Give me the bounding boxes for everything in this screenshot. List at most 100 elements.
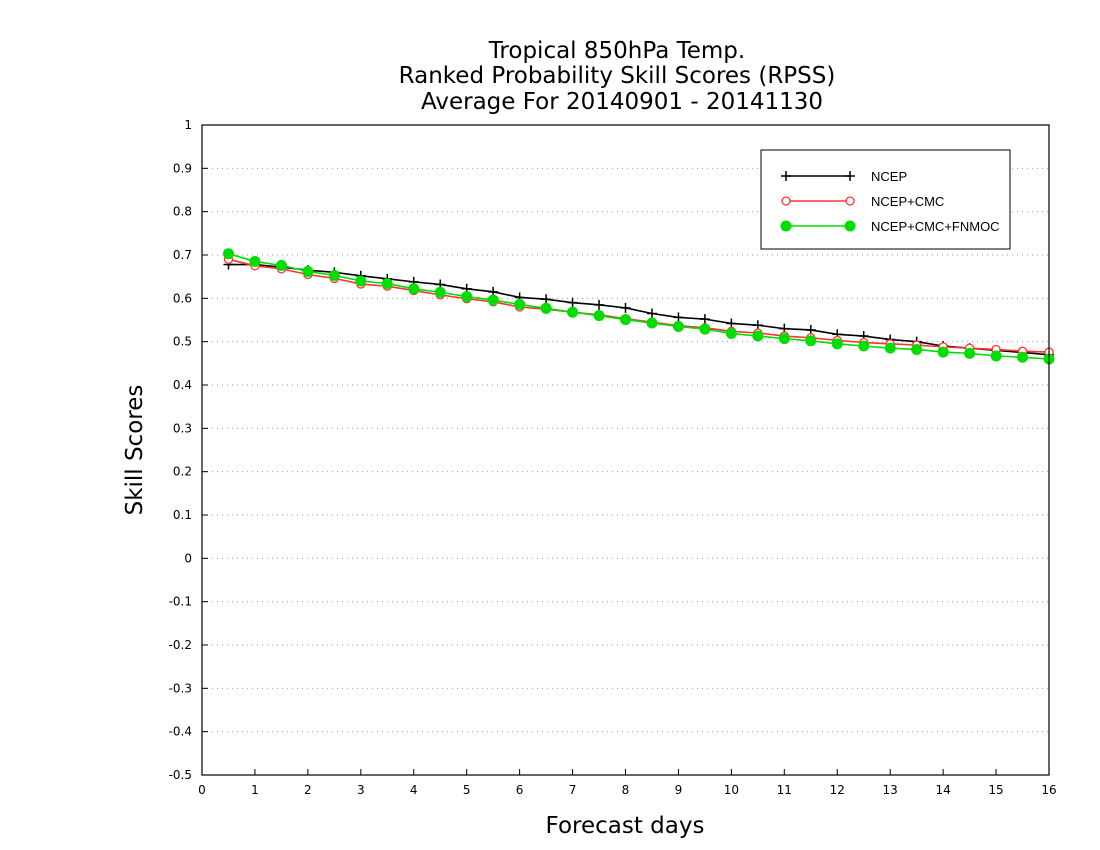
y-tick-label: -0.5 xyxy=(169,768,192,782)
plot-series xyxy=(222,248,1055,365)
data-point xyxy=(355,275,367,287)
data-point xyxy=(725,327,737,339)
data-point xyxy=(752,330,764,342)
series-line xyxy=(228,258,1050,353)
data-point xyxy=(646,317,658,329)
x-tick-label: 6 xyxy=(516,783,524,797)
x-tick-label: 15 xyxy=(988,783,1003,797)
y-tick-label: 0.2 xyxy=(173,465,192,479)
series-line xyxy=(228,263,1050,356)
legend-box xyxy=(760,149,1011,250)
data-point xyxy=(541,294,552,305)
series-2 xyxy=(223,254,1054,357)
legend-label: NCEP+CMC xyxy=(871,194,944,209)
data-point xyxy=(911,343,923,355)
data-point xyxy=(831,338,843,350)
data-point xyxy=(540,302,552,314)
data-point xyxy=(646,308,657,319)
data-point xyxy=(487,294,499,306)
y-axis-ticks: -0.5 -0.4 -0.3 -0.2 -0.1 0 0.1 0.2 0.3 0.4 0.5 0.6 0… xyxy=(169,118,208,782)
y-tick-label: 0.7 xyxy=(173,248,192,262)
x-tick-label: 7 xyxy=(569,783,577,797)
legend-marker xyxy=(845,196,855,206)
x-tick-label: 1 xyxy=(251,783,259,797)
data-point xyxy=(408,283,420,295)
y-tick-label: 0.9 xyxy=(173,161,192,175)
y-tick-label: 0 xyxy=(184,551,192,565)
data-point xyxy=(593,310,605,322)
legend-marker xyxy=(781,196,791,206)
data-point xyxy=(858,340,870,352)
title-line-3: Average For 20140901 - 20141130 xyxy=(421,89,823,115)
data-point xyxy=(990,350,1002,362)
legend-item: NCEP xyxy=(781,169,907,184)
data-point xyxy=(461,291,473,303)
y-tick-label: -0.4 xyxy=(169,725,192,739)
data-point xyxy=(1017,351,1029,363)
data-point xyxy=(884,342,896,354)
data-point xyxy=(620,314,631,326)
x-tick-label: 4 xyxy=(410,783,418,797)
series-1 xyxy=(223,259,1054,360)
data-point xyxy=(249,256,261,267)
x-tick-label: 0 xyxy=(198,783,206,797)
legend-item: NCEP+CMC xyxy=(781,194,944,209)
data-point xyxy=(514,298,526,310)
data-point xyxy=(567,306,579,318)
legend-item: NCEP+CMC+FNMOC xyxy=(780,219,1000,234)
data-point xyxy=(594,299,605,310)
data-point xyxy=(302,265,314,277)
legend-marker xyxy=(781,171,791,181)
legend-marker xyxy=(780,220,792,232)
data-point xyxy=(620,302,631,313)
legend: NCEP NCEP+CMC NCEP+CMC+FNMOC xyxy=(760,149,1011,250)
legend-label: NCEP xyxy=(871,169,907,184)
y-tick-label: 0.4 xyxy=(173,378,192,392)
x-axis-ticks: 0 1 2 3 4 5 6 7 8 9 10 11 12 13 14 15 16 xyxy=(198,769,1057,797)
chart-title: Tropical 850hPa Temp. Ranked Probability… xyxy=(399,38,836,115)
x-tick-label: 10 xyxy=(724,783,739,797)
y-tick-label: 0.8 xyxy=(173,205,192,219)
x-tick-label: 12 xyxy=(830,783,845,797)
y-tick-label: 1 xyxy=(184,118,192,132)
title-line-1: Tropical 850hPa Temp. xyxy=(488,38,745,64)
data-point xyxy=(567,297,578,308)
y-tick-label: -0.2 xyxy=(169,638,192,652)
x-tick-label: 2 xyxy=(304,783,312,797)
x-tick-label: 14 xyxy=(935,783,950,797)
y-tick-label: 0.5 xyxy=(173,335,192,349)
plot-frame xyxy=(201,124,1050,776)
data-point xyxy=(699,323,711,335)
data-point xyxy=(328,269,340,281)
data-point xyxy=(673,312,684,323)
title-line-2: Ranked Probability Skill Scores (RPSS) xyxy=(399,63,836,89)
data-point xyxy=(672,321,684,332)
data-point xyxy=(222,248,234,260)
y-tick-label: 0.6 xyxy=(173,291,192,305)
data-point xyxy=(699,314,710,325)
x-tick-label: 16 xyxy=(1041,783,1056,797)
data-point xyxy=(805,335,817,347)
x-axis-label: Forecast days xyxy=(546,813,705,839)
y-tick-label: 0.3 xyxy=(173,421,192,435)
data-point xyxy=(275,259,287,271)
x-tick-label: 3 xyxy=(357,783,365,797)
data-point xyxy=(381,278,393,290)
data-point xyxy=(964,347,976,359)
series-3 xyxy=(222,248,1055,365)
legend-label: NCEP+CMC+FNMOC xyxy=(871,219,1000,234)
x-tick-label: 11 xyxy=(777,783,792,797)
legend-marker xyxy=(844,220,856,232)
data-point xyxy=(434,286,446,298)
y-tick-label: -0.3 xyxy=(169,681,192,695)
y-tick-label: -0.1 xyxy=(169,595,192,609)
x-tick-label: 5 xyxy=(463,783,471,797)
y-tick-label: 0.1 xyxy=(173,508,192,522)
data-point xyxy=(778,333,790,345)
legend-marker xyxy=(845,171,855,181)
x-tick-label: 8 xyxy=(622,783,630,797)
data-point xyxy=(937,346,949,358)
x-tick-label: 9 xyxy=(675,783,683,797)
y-axis-label: Skill Scores xyxy=(122,385,148,516)
